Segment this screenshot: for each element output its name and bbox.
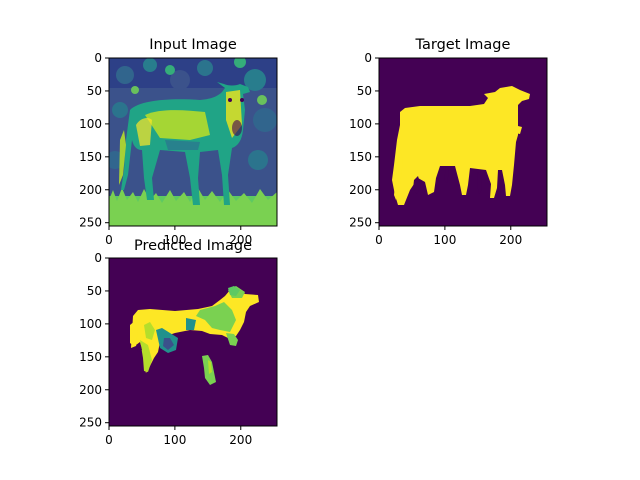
predicted-image-frame	[108, 257, 278, 427]
x-tick-label: 200	[229, 233, 252, 247]
x-tick-label: 200	[499, 233, 522, 247]
input-image-picture	[109, 58, 277, 226]
x-tick-label: 0	[375, 233, 383, 247]
target-image-panel: Target Image 0 50 100 150 200 250 0 100 200	[349, 37, 548, 247]
y-tick-label: 250	[79, 216, 102, 230]
y-tick-label: 50	[357, 84, 372, 98]
input-image-yticks: 0 50 100 150 200 250	[79, 51, 109, 230]
predicted-image-panel: 0 50 100 150 200 250 0 100 200 Predicted Image	[79, 238, 278, 447]
input-image-frame	[108, 57, 278, 227]
y-tick-label: 200	[349, 183, 372, 197]
target-image-title: Target Image	[415, 37, 511, 53]
y-tick-label: 100	[349, 117, 372, 131]
x-tick-label: 0	[105, 233, 113, 247]
target-image-picture	[379, 58, 547, 226]
predicted-image-yticks: 0 50 100 150 200 250	[79, 251, 109, 430]
target-image-yticks: 0 50 100 150 200 250	[349, 51, 379, 230]
target-image-frame	[378, 57, 548, 227]
predicted-image-xticks: 0 100 200	[105, 426, 252, 447]
y-tick-label: 50	[87, 84, 102, 98]
input-image-panel: Input Image	[79, 37, 278, 247]
target-image-xticks: 0 100 200	[375, 226, 522, 247]
predicted-image-picture	[109, 258, 277, 426]
y-tick-label: 250	[79, 416, 102, 430]
y-tick-label: 200	[79, 183, 102, 197]
input-image-title: Input Image	[149, 37, 237, 53]
y-tick-label: 150	[79, 350, 102, 364]
y-tick-label: 250	[349, 216, 372, 230]
y-tick-label: 200	[79, 383, 102, 397]
x-tick-label: 100	[163, 233, 186, 247]
input-image-xticks: 0 100 200	[105, 226, 252, 247]
y-tick-label: 0	[94, 251, 102, 265]
y-tick-label: 50	[87, 284, 102, 298]
predicted-image-title: Predicted Image	[134, 238, 252, 254]
y-tick-label: 0	[94, 51, 102, 65]
x-tick-label: 100	[433, 233, 456, 247]
x-tick-label: 100	[163, 433, 186, 447]
y-tick-label: 100	[79, 317, 102, 331]
x-tick-label: 200	[229, 433, 252, 447]
y-tick-label: 0	[364, 51, 372, 65]
y-tick-label: 150	[79, 150, 102, 164]
y-tick-label: 100	[79, 117, 102, 131]
y-tick-label: 150	[349, 150, 372, 164]
x-tick-label: 0	[105, 433, 113, 447]
